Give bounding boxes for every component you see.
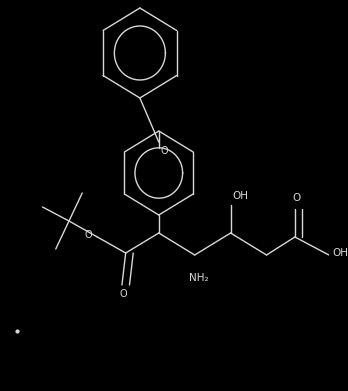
Text: O: O (84, 230, 92, 240)
Text: OH: OH (232, 191, 248, 201)
Text: O: O (120, 289, 128, 299)
Text: OH: OH (333, 248, 348, 258)
Text: NH₂: NH₂ (189, 273, 208, 283)
Text: O: O (161, 146, 168, 156)
Text: O: O (293, 193, 301, 203)
